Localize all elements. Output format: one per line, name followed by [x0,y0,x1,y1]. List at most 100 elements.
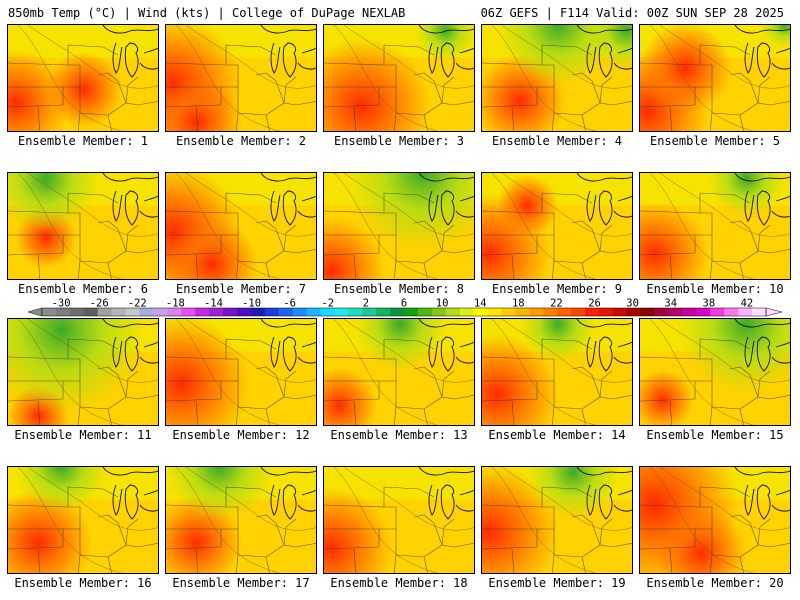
colorbar-segment [626,308,641,316]
colorbar-tick-label: 2 [363,298,369,310]
colorbar-segment [362,308,377,316]
colorbar-segment [83,308,98,316]
header-run-info: 06Z GEFS | F114 Valid: 00Z SUN SEP 28 20… [480,6,784,20]
ensemble-member-label: Ensemble Member: 20 [646,576,784,590]
colorbar-segment [501,308,516,316]
ensemble-member-label: Ensemble Member: 3 [333,134,465,148]
ensemble-member-map [481,172,633,280]
colorbar-tick-label: 14 [474,298,487,310]
colorbar-segment [404,308,419,316]
colorbar-segment [654,308,669,316]
ensemble-member-map [165,172,317,280]
colorbar-tick-label: 42 [741,298,754,310]
colorbar-min-arrow [27,307,43,317]
colorbar-segment [292,308,307,316]
ensemble-member-label: Ensemble Member: 17 [172,576,310,590]
ensemble-member-map [639,172,791,280]
colorbar-tick-label: 10 [436,298,449,310]
colorbar-tick-label: 22 [550,298,563,310]
header-title: 850mb Temp (°C) | Wind (kts) | College o… [8,6,406,20]
colorbar-segment [97,308,112,316]
colorbar-segment [668,308,683,316]
ensemble-member-label: Ensemble Member: 2 [175,134,307,148]
colorbar-tick-label: -14 [204,298,223,310]
colorbar-segment [752,308,767,316]
colorbar-segment [250,308,266,316]
colorbar-segment [473,308,488,316]
colorbar-segment [334,308,349,316]
colorbar-segment [571,308,586,316]
colorbar-tick-label: -6 [283,298,296,310]
colorbar-segment [125,308,140,316]
ensemble-member-label: Ensemble Member: 16 [14,576,152,590]
colorbar-segment [348,308,363,316]
colorbar-segment [515,308,530,316]
ensemble-member-label: Ensemble Member: 1 [17,134,149,148]
ensemble-member-map [7,172,159,280]
ensemble-member-label: Ensemble Member: 15 [646,428,784,442]
ensemble-member-label: Ensemble Member: 19 [488,576,626,590]
ensemble-member-map [323,24,475,132]
colorbar-segment [139,308,154,316]
colorbar-segment [306,308,321,316]
colorbar-tick-label: -26 [90,298,109,310]
colorbar-segment [69,308,85,316]
ensemble-member-label: Ensemble Member: 18 [330,576,468,590]
ensemble-member-label: Ensemble Member: 14 [488,428,626,442]
colorbar-tick-label: 30 [626,298,639,310]
colorbar-segment [585,308,600,316]
colorbar-segment [612,308,628,316]
colorbar-tick-label: -2 [321,298,334,310]
ensemble-member-map [165,318,317,426]
colorbar-tick-label: 34 [664,298,677,310]
ensemble-member-map [481,466,633,574]
colorbar-segment [153,308,168,316]
colorbar-segment [431,308,447,316]
ensemble-member-map [323,318,475,426]
ensemble-member-map [323,172,475,280]
colorbar-segment [682,308,697,316]
colorbar-segment [445,308,460,316]
colorbar-tick-label: -22 [128,298,147,310]
ensemble-member-map [639,318,791,426]
colorbar-segment [223,308,238,316]
colorbar-tick-label: -30 [52,298,71,310]
colorbar-segment [696,308,711,316]
colorbar-tick-label: -10 [242,298,261,310]
colorbar-segment [724,308,739,316]
colorbar-segment [417,308,433,316]
colorbar-tick-label: 18 [512,298,525,310]
ensemble-member-label: Ensemble Member: 5 [649,134,781,148]
colorbar-segment [598,308,614,316]
colorbar-tick-label: 38 [703,298,716,310]
ensemble-member-map [639,24,791,132]
colorbar-segment [167,308,182,316]
temperature-colorbar: -30 -26 -22 -18 -14 -10 -6 -2 2 6 10 14 18 22 26 30 34 38… [27,298,783,317]
colorbar-tick-label: 6 [401,298,407,310]
colorbar-segment [181,308,196,316]
colorbar-segment [111,308,126,316]
ensemble-member-label: Ensemble Member: 8 [333,282,465,296]
colorbar-segment [264,308,279,316]
ensemble-member-label: Ensemble Member: 7 [175,282,307,296]
colorbar-segment [209,308,224,316]
colorbar-segment [376,308,391,316]
ensemble-member-label: Ensemble Member: 11 [14,428,152,442]
colorbar-segment [459,308,474,316]
ensemble-member-map [165,24,317,132]
colorbar-segment [738,308,753,316]
ensemble-member-label: Ensemble Member: 12 [172,428,310,442]
colorbar-segment [710,308,725,316]
colorbar-max-arrow [765,307,783,317]
ensemble-member-label: Ensemble Member: 13 [330,428,468,442]
ensemble-member-map [7,24,159,132]
colorbar-segment [543,308,558,316]
colorbar-segment [320,308,335,316]
colorbar-segment [42,308,57,316]
ensemble-member-map [7,318,159,426]
colorbar-segment [529,308,544,316]
ensemble-member-map [7,466,159,574]
ensemble-member-label: Ensemble Member: 10 [646,282,784,296]
ensemble-member-label: Ensemble Member: 9 [491,282,623,296]
colorbar-segment [390,308,405,316]
